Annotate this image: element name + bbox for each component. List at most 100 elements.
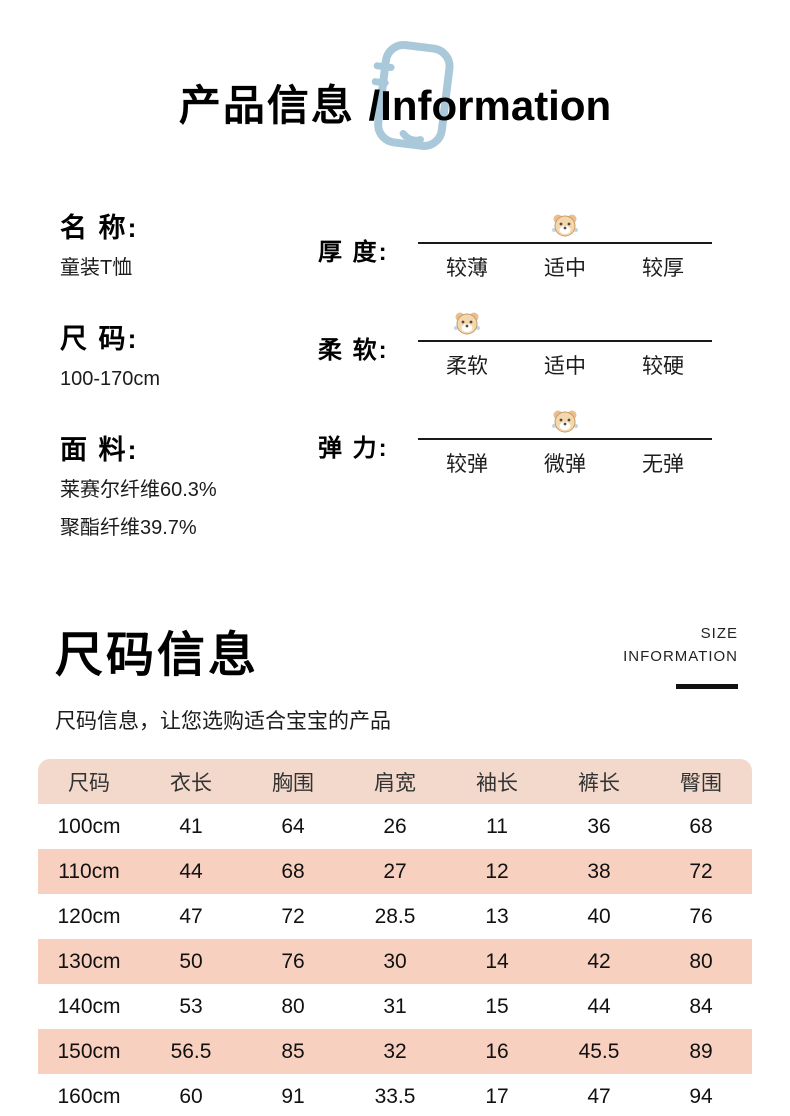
header: 产品信息 /Information bbox=[0, 0, 790, 160]
cell: 47 bbox=[179, 904, 203, 928]
scale-line bbox=[418, 340, 712, 342]
cell: 76 bbox=[689, 904, 713, 928]
attr-fabric-value-1: 莱赛尔纤维60.3% bbox=[60, 479, 217, 501]
cell: 110cm bbox=[58, 859, 120, 883]
cell: 140cm bbox=[57, 994, 121, 1018]
table-row: 110cm 44 68 27 12 38 72 bbox=[38, 849, 752, 894]
page-title: 产品信息 /Information bbox=[0, 72, 790, 133]
attr-size-label: 尺 码: bbox=[60, 324, 139, 354]
table-row: 100cm 41 64 26 11 36 68 bbox=[38, 804, 752, 849]
size-info-section: 尺码信息 SIZE INFORMATION 尺码信息，让您选购适合宝宝的产品 bbox=[0, 577, 790, 735]
cell: 40 bbox=[587, 904, 611, 928]
cell: 32 bbox=[383, 1039, 407, 1063]
cell: 64 bbox=[281, 814, 305, 838]
cell: 80 bbox=[281, 994, 305, 1018]
cell: 84 bbox=[689, 994, 713, 1018]
attr-size-value: 100-170cm bbox=[60, 368, 161, 390]
table-row: 150cm 56.5 85 32 16 45.5 89 bbox=[38, 1029, 752, 1074]
bear-marker-icon bbox=[550, 406, 580, 436]
attr-name-value: 童装T恤 bbox=[60, 257, 133, 279]
attr-fabric-value-2: 聚酯纤维39.7% bbox=[60, 517, 197, 539]
size-side-line1: SIZE bbox=[700, 625, 738, 642]
scale-option: 微弹 bbox=[544, 453, 586, 476]
col-header: 尺码 bbox=[68, 771, 110, 795]
scale-softness-track: 柔软 适中 较硬 bbox=[418, 304, 712, 380]
cell: 150cm bbox=[57, 1039, 121, 1063]
scale-thickness-label: 厚 度: bbox=[318, 239, 389, 266]
table-row: 130cm 50 76 30 14 42 80 bbox=[38, 939, 752, 984]
table-row: 120cm 47 72 28.5 13 40 76 bbox=[38, 894, 752, 939]
col-header: 肩宽 bbox=[374, 771, 416, 795]
bear-marker-icon bbox=[550, 210, 580, 240]
cell: 120cm bbox=[57, 904, 121, 928]
scale-line bbox=[418, 438, 712, 440]
scale-option: 较厚 bbox=[642, 257, 684, 280]
col-header: 裤长 bbox=[578, 771, 620, 795]
scale-thickness-options: 较薄 适中 较厚 bbox=[418, 244, 712, 282]
cell: 11 bbox=[486, 814, 508, 838]
cell: 17 bbox=[485, 1084, 509, 1108]
scales-column: 厚 度: 较薄 bbox=[318, 206, 712, 577]
scale-option: 无弹 bbox=[642, 453, 684, 476]
cell: 44 bbox=[587, 994, 611, 1018]
cell: 14 bbox=[485, 949, 509, 973]
cell: 26 bbox=[383, 814, 407, 838]
size-info-title: 尺码信息 bbox=[55, 629, 260, 682]
cell: 30 bbox=[383, 949, 407, 973]
cell: 60 bbox=[179, 1084, 203, 1108]
table-row: 160cm 60 91 33.5 17 47 94 bbox=[38, 1074, 752, 1116]
cell: 80 bbox=[689, 949, 713, 973]
cell: 76 bbox=[281, 949, 305, 973]
scale-thickness-track: 较薄 适中 较厚 bbox=[418, 206, 712, 282]
clothing-tag-icon bbox=[348, 34, 466, 167]
scale-option: 较硬 bbox=[642, 355, 684, 378]
cell: 89 bbox=[689, 1039, 713, 1063]
cell: 47 bbox=[587, 1084, 611, 1108]
cell: 15 bbox=[485, 994, 509, 1018]
cell: 13 bbox=[485, 904, 509, 928]
scale-elasticity-track: 较弹 微弹 无弹 bbox=[418, 402, 712, 478]
scale-option: 柔软 bbox=[446, 355, 488, 378]
col-header: 衣长 bbox=[170, 771, 212, 795]
cell: 85 bbox=[281, 1039, 305, 1063]
cell: 94 bbox=[689, 1084, 713, 1108]
scale-elasticity-options: 较弹 微弹 无弹 bbox=[418, 440, 712, 478]
attributes-column: 名 称: 童装T恤 尺 码: 100-170cm 面 料: 莱赛尔纤维60.3%… bbox=[60, 206, 318, 577]
cell: 27 bbox=[383, 859, 407, 883]
scale-option: 适中 bbox=[544, 257, 586, 280]
cell: 12 bbox=[485, 859, 509, 883]
cell: 72 bbox=[689, 859, 713, 883]
cell: 16 bbox=[485, 1039, 509, 1063]
cell: 160cm bbox=[57, 1084, 121, 1108]
cell: 100cm bbox=[57, 814, 121, 838]
attr-size: 尺 码: 100-170cm bbox=[60, 317, 318, 394]
attr-name: 名 称: 童装T恤 bbox=[60, 206, 318, 283]
scale-option: 适中 bbox=[544, 355, 586, 378]
size-info-side-label: SIZE INFORMATION bbox=[623, 615, 738, 689]
scale-option: 较薄 bbox=[446, 257, 488, 280]
underline-bar bbox=[676, 684, 738, 689]
table-header-row: 尺码 衣长 胸围 肩宽 袖长 裤长 臀围 bbox=[38, 759, 752, 804]
cell: 68 bbox=[281, 859, 305, 883]
scale-elasticity: 弹 力: 较弹 bbox=[318, 402, 712, 478]
page-title-cn: 产品信息 bbox=[178, 82, 355, 129]
cell: 41 bbox=[179, 814, 203, 838]
attr-fabric: 面 料: 莱赛尔纤维60.3% 聚酯纤维39.7% bbox=[60, 428, 318, 543]
bear-marker-icon bbox=[452, 308, 482, 338]
cell: 68 bbox=[689, 814, 713, 838]
product-attributes-section: 名 称: 童装T恤 尺 码: 100-170cm 面 料: 莱赛尔纤维60.3%… bbox=[0, 160, 790, 577]
cell: 45.5 bbox=[578, 1039, 620, 1063]
cell: 33.5 bbox=[374, 1084, 416, 1108]
cell: 28.5 bbox=[374, 904, 416, 928]
scale-elasticity-label: 弹 力: bbox=[318, 435, 389, 462]
cell: 130cm bbox=[57, 949, 121, 973]
cell: 42 bbox=[587, 949, 611, 973]
cell: 53 bbox=[179, 994, 203, 1018]
size-table: 尺码 衣长 胸围 肩宽 袖长 裤长 臀围 100cm 41 64 26 11 3… bbox=[38, 759, 752, 1116]
attr-name-label: 名 称: bbox=[60, 213, 139, 243]
cell: 44 bbox=[179, 859, 203, 883]
cell: 36 bbox=[587, 814, 611, 838]
col-header: 袖长 bbox=[476, 771, 518, 795]
cell: 38 bbox=[587, 859, 611, 883]
